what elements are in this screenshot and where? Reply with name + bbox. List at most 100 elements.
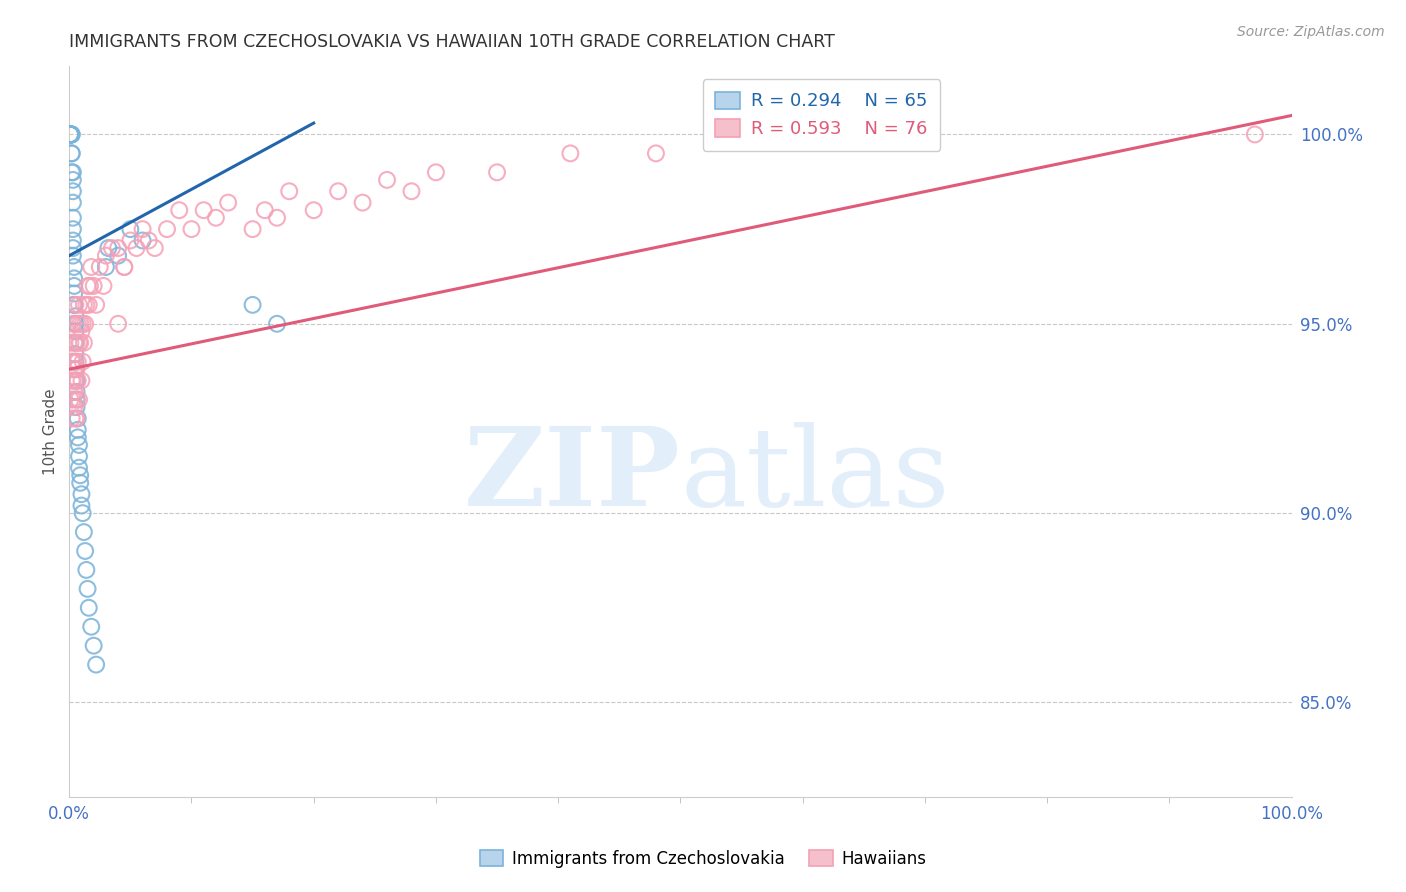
Point (65, 362, 87, 376)
Point (65, 384, 87, 399)
Point (278, 184, 301, 198)
Point (84, 657, 107, 672)
Point (77, 298, 100, 312)
Point (143, 241, 166, 255)
Point (67, 335, 90, 350)
Point (93, 279, 115, 293)
Point (62, 222, 84, 236)
Point (59, 128, 82, 142)
Point (205, 211, 228, 225)
Point (63, 335, 86, 350)
Point (326, 184, 349, 198)
Point (70, 487, 93, 501)
Point (72, 317, 94, 331)
Point (60, 354, 83, 368)
Point (125, 241, 148, 255)
Point (75, 317, 97, 331)
Point (107, 249, 129, 263)
Point (60, 374, 83, 388)
Point (65, 354, 87, 368)
Point (120, 234, 142, 248)
Point (66, 430, 89, 444)
Point (75, 544, 97, 558)
Point (65, 374, 87, 388)
Point (83, 639, 105, 653)
Point (70, 324, 93, 338)
Point (62, 241, 84, 255)
Point (80, 620, 103, 634)
Point (65, 347, 87, 361)
Legend: R = 0.294    N = 65, R = 0.593    N = 76: R = 0.294 N = 65, R = 0.593 N = 76 (703, 79, 941, 151)
Point (112, 260, 135, 274)
Point (77, 600, 100, 615)
Point (401, 184, 423, 198)
Point (59, 128, 82, 142)
Point (70, 374, 93, 388)
Point (242, 222, 264, 236)
Text: Source: ZipAtlas.com: Source: ZipAtlas.com (1237, 25, 1385, 39)
Point (67, 450, 90, 464)
Text: ZIP: ZIP (464, 422, 681, 529)
Point (66, 423, 89, 437)
Point (67, 438, 90, 452)
Point (59, 128, 82, 142)
Point (486, 165, 509, 179)
Point (94, 249, 117, 263)
Point (63, 400, 86, 414)
Point (65, 317, 87, 331)
Point (63, 298, 86, 312)
Point (72, 506, 94, 520)
Point (242, 298, 264, 312)
Point (67, 298, 90, 312)
Point (76, 279, 98, 293)
Point (138, 234, 160, 248)
Point (62, 211, 84, 225)
Point (60, 411, 83, 425)
Point (94, 260, 117, 274)
Point (62, 374, 84, 388)
Point (62, 165, 84, 179)
Text: IMMIGRANTS FROM CZECHOSLOVAKIA VS HAWAIIAN 10TH GRADE CORRELATION CHART: IMMIGRANTS FROM CZECHOSLOVAKIA VS HAWAII… (69, 33, 835, 51)
Legend: Immigrants from Czechoslovakia, Hawaiians: Immigrants from Czechoslovakia, Hawaiian… (474, 844, 932, 875)
Point (76, 582, 98, 596)
Point (425, 165, 447, 179)
Point (112, 260, 135, 274)
Point (65, 354, 87, 368)
Point (63, 260, 86, 274)
Point (60, 165, 83, 179)
Point (65, 310, 87, 324)
Point (59, 128, 82, 142)
Point (69, 317, 91, 331)
Point (69, 468, 91, 483)
Point (60, 128, 83, 142)
Point (63, 271, 86, 285)
Point (66, 411, 89, 425)
Point (156, 222, 179, 236)
Point (180, 222, 202, 236)
Point (62, 234, 84, 248)
Point (70, 499, 93, 513)
Point (97, 241, 120, 255)
Point (62, 249, 84, 263)
Point (65, 298, 87, 312)
Point (63, 362, 86, 376)
Point (65, 374, 87, 388)
Point (75, 563, 97, 577)
Point (193, 203, 215, 218)
Point (266, 317, 288, 331)
Point (101, 241, 124, 255)
Point (73, 524, 96, 539)
Point (62, 184, 84, 198)
Point (65, 374, 87, 388)
Point (63, 298, 86, 312)
Point (73, 335, 96, 350)
Point (266, 211, 288, 225)
Point (65, 362, 87, 376)
Point (63, 384, 86, 399)
Point (66, 317, 89, 331)
Point (59, 128, 82, 142)
Point (63, 279, 86, 293)
Point (217, 195, 239, 210)
Point (65, 411, 87, 425)
Point (59, 128, 82, 142)
